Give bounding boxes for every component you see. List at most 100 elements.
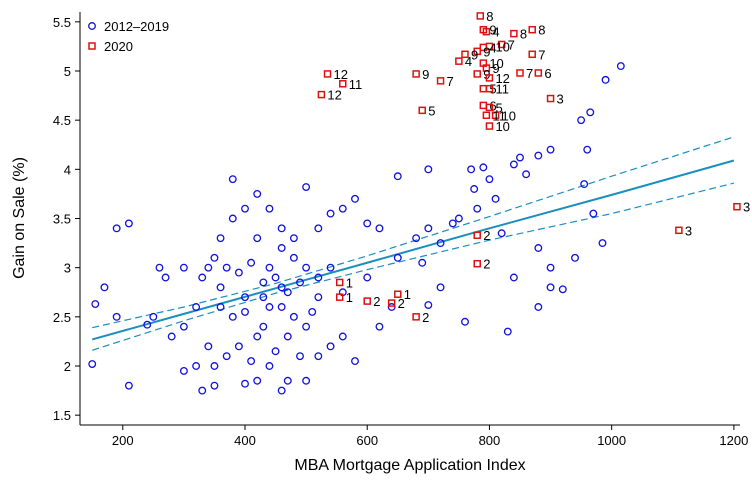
x-tick-label: 600 <box>356 433 378 448</box>
x-tick-label: 200 <box>112 433 134 448</box>
point <box>393 172 402 181</box>
point-label: 3 <box>685 223 692 238</box>
point <box>271 347 280 356</box>
x-tick-label: 1200 <box>719 433 748 448</box>
y-tick-label: 5 <box>64 64 71 79</box>
point <box>112 224 121 233</box>
point <box>100 283 109 292</box>
point-label: 7 <box>526 66 533 81</box>
point <box>253 376 262 385</box>
point <box>586 108 595 117</box>
point <box>241 293 249 302</box>
point <box>455 57 463 65</box>
point <box>179 366 188 375</box>
point <box>271 273 280 282</box>
point <box>558 285 567 294</box>
point <box>326 342 335 351</box>
point <box>192 303 201 311</box>
point <box>375 322 384 331</box>
point <box>241 307 249 316</box>
point <box>418 258 427 267</box>
point <box>167 332 176 341</box>
point <box>476 12 485 20</box>
point <box>363 273 372 282</box>
point <box>124 219 133 228</box>
y-tick-label: 4.5 <box>53 113 71 128</box>
point <box>210 381 219 390</box>
point <box>601 75 610 84</box>
point <box>479 84 488 93</box>
point <box>283 376 292 385</box>
point <box>289 234 298 243</box>
point <box>412 70 420 78</box>
x-tick-label: 1000 <box>597 433 626 448</box>
point-label: 10 <box>495 39 509 54</box>
y-tick-label: 3 <box>64 261 71 276</box>
point <box>326 263 335 272</box>
point <box>302 322 311 331</box>
point-label: 2 <box>422 310 429 325</box>
point <box>179 263 188 272</box>
legend-marker <box>88 22 96 30</box>
point <box>277 386 286 395</box>
point <box>210 253 219 262</box>
point-label: 2 <box>483 257 490 272</box>
point <box>314 352 323 361</box>
point <box>317 90 326 99</box>
point <box>479 101 488 110</box>
point <box>216 283 225 292</box>
point <box>155 263 164 272</box>
point <box>454 214 463 223</box>
point-label: 4 <box>465 54 472 69</box>
point <box>216 234 225 243</box>
point <box>675 226 683 235</box>
point <box>546 94 555 103</box>
point <box>314 224 323 233</box>
point <box>509 273 518 282</box>
legend-label: 2012–2019 <box>104 19 169 34</box>
point-label: 12 <box>495 71 509 86</box>
point <box>351 357 359 366</box>
point <box>88 360 97 368</box>
legend-label: 2020 <box>104 39 133 54</box>
point-label: 5 <box>495 100 502 115</box>
point-label: 1 <box>346 290 353 305</box>
point <box>265 303 274 311</box>
point <box>412 234 421 243</box>
point <box>277 303 286 311</box>
point <box>571 253 579 262</box>
point <box>448 219 457 228</box>
point <box>277 283 286 292</box>
point <box>393 253 402 262</box>
point <box>351 194 359 203</box>
point <box>473 47 481 56</box>
point-label: 11 <box>492 108 506 123</box>
point <box>473 70 481 78</box>
point <box>124 381 133 390</box>
point-label: 1 <box>346 275 353 290</box>
point <box>228 214 237 223</box>
point <box>265 204 274 213</box>
point <box>289 312 298 321</box>
point <box>546 263 555 272</box>
point <box>485 84 494 93</box>
point <box>112 312 121 321</box>
point-label: 9 <box>492 61 499 76</box>
point <box>528 50 536 59</box>
point <box>247 357 256 366</box>
point <box>394 290 402 298</box>
point <box>335 278 344 287</box>
y-tick-label: 1.5 <box>53 408 71 423</box>
point-label: 6 <box>544 66 551 81</box>
point-label: 4 <box>492 25 499 40</box>
point <box>277 244 286 252</box>
point <box>497 229 506 238</box>
point <box>302 376 311 385</box>
point-label: 11 <box>495 82 509 97</box>
point-label: 7 <box>538 47 545 62</box>
point <box>326 209 335 218</box>
point-label: 2 <box>373 294 380 309</box>
point <box>616 62 625 71</box>
